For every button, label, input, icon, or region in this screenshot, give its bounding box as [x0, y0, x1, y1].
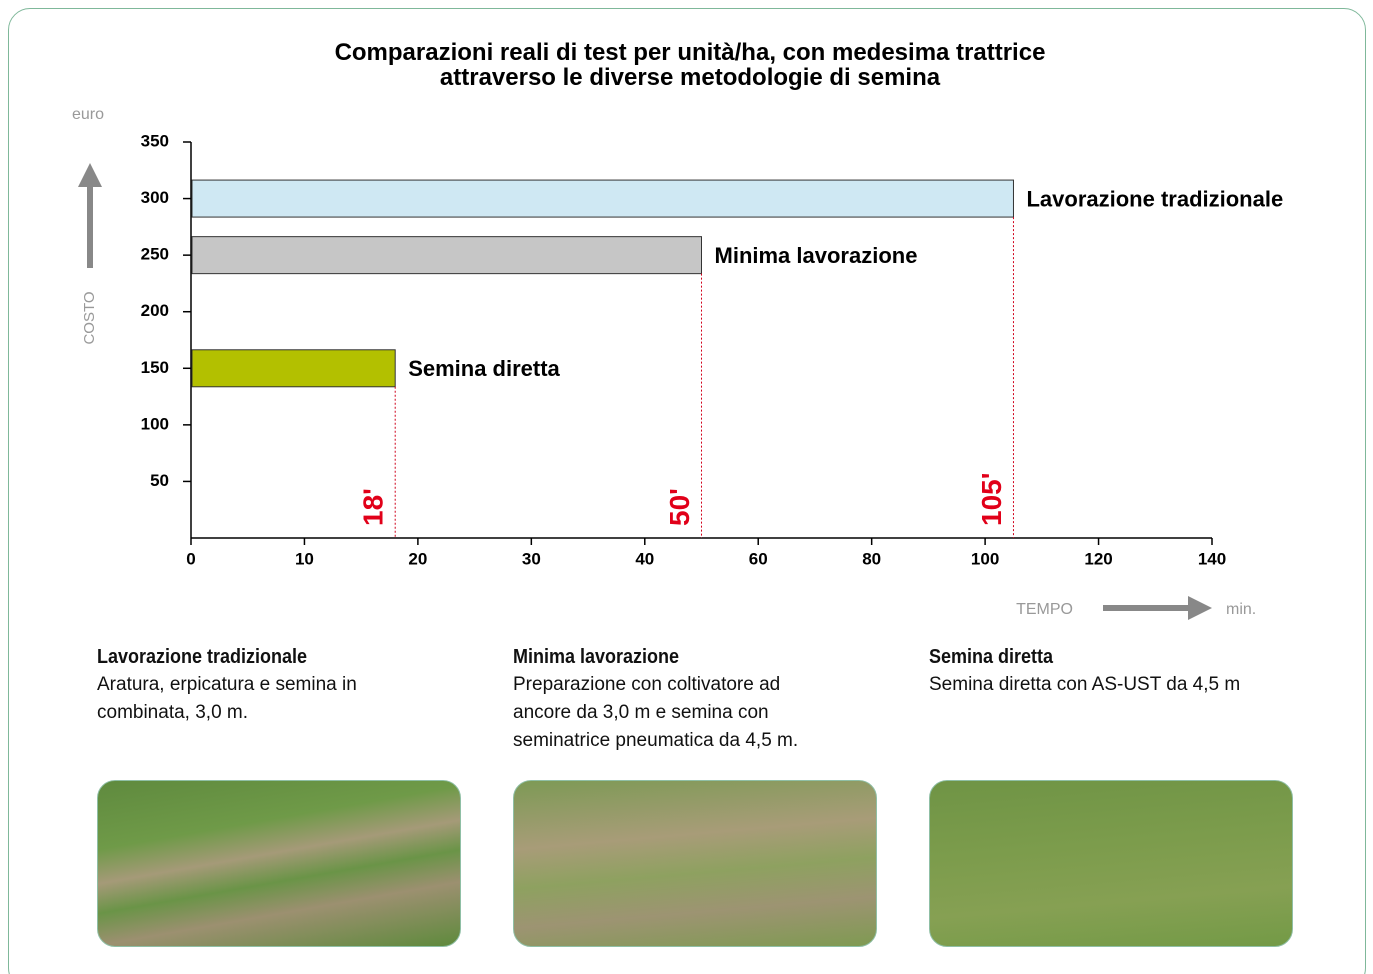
photo [513, 780, 877, 947]
x-label: TEMPO [1016, 601, 1073, 618]
x-tick-label: 120 [1084, 549, 1112, 568]
chart-title: Comparazioni reali di test per unità/ha,… [230, 40, 1150, 90]
time-label: 50' [664, 488, 695, 526]
time-label: 105' [976, 473, 1007, 526]
method-title: Lavorazione tradizionale [97, 646, 403, 669]
category-label: Semina diretta [408, 356, 560, 381]
x-tick-label: 40 [635, 549, 654, 568]
x-tick-label: 60 [749, 549, 768, 568]
x-tick-label: 10 [295, 549, 314, 568]
y-tick-label: 200 [141, 301, 169, 320]
y-unit: euro [72, 106, 104, 123]
y-tick-label: 350 [141, 131, 169, 150]
x-tick-label: 0 [186, 549, 195, 568]
y-label: COSTO [81, 291, 98, 344]
chart: euro COSTO TEMPO min. Comparazioni reali… [0, 0, 1373, 640]
y-tick-label: 250 [141, 245, 169, 264]
x-tick-label: 140 [1198, 549, 1226, 568]
x-tick-label: 30 [522, 549, 541, 568]
method-title: Minima lavorazione [513, 646, 819, 669]
x-tick-label: 100 [971, 549, 999, 568]
category-label: Minima lavorazione [715, 243, 918, 268]
x-tick-label: 80 [862, 549, 881, 568]
category-label: Lavorazione tradizionale [1026, 186, 1283, 211]
bar [192, 180, 1013, 217]
time-label: 18' [358, 488, 389, 526]
photo [97, 780, 461, 947]
x-tick-label: 20 [408, 549, 427, 568]
photo [929, 780, 1293, 947]
method-text: Preparazione con coltivatore ad ancore d… [513, 671, 843, 755]
y-tick-label: 100 [141, 414, 169, 433]
method-text: Aratura, erpicatura e semina in combinat… [97, 671, 427, 727]
y-tick-label: 300 [141, 188, 169, 207]
y-tick-label: 150 [141, 358, 169, 377]
y-tick-label: 50 [150, 471, 169, 490]
x-unit: min. [1226, 601, 1256, 618]
method-title: Semina diretta [929, 646, 1235, 669]
bar [192, 350, 395, 387]
bar [192, 237, 702, 274]
title-box: Comparazioni reali di test per unità/ha,… [230, 40, 1150, 110]
method-text: Semina diretta con AS-UST da 4,5 m [929, 671, 1259, 699]
page: euro COSTO TEMPO min. Comparazioni reali… [0, 0, 1373, 974]
